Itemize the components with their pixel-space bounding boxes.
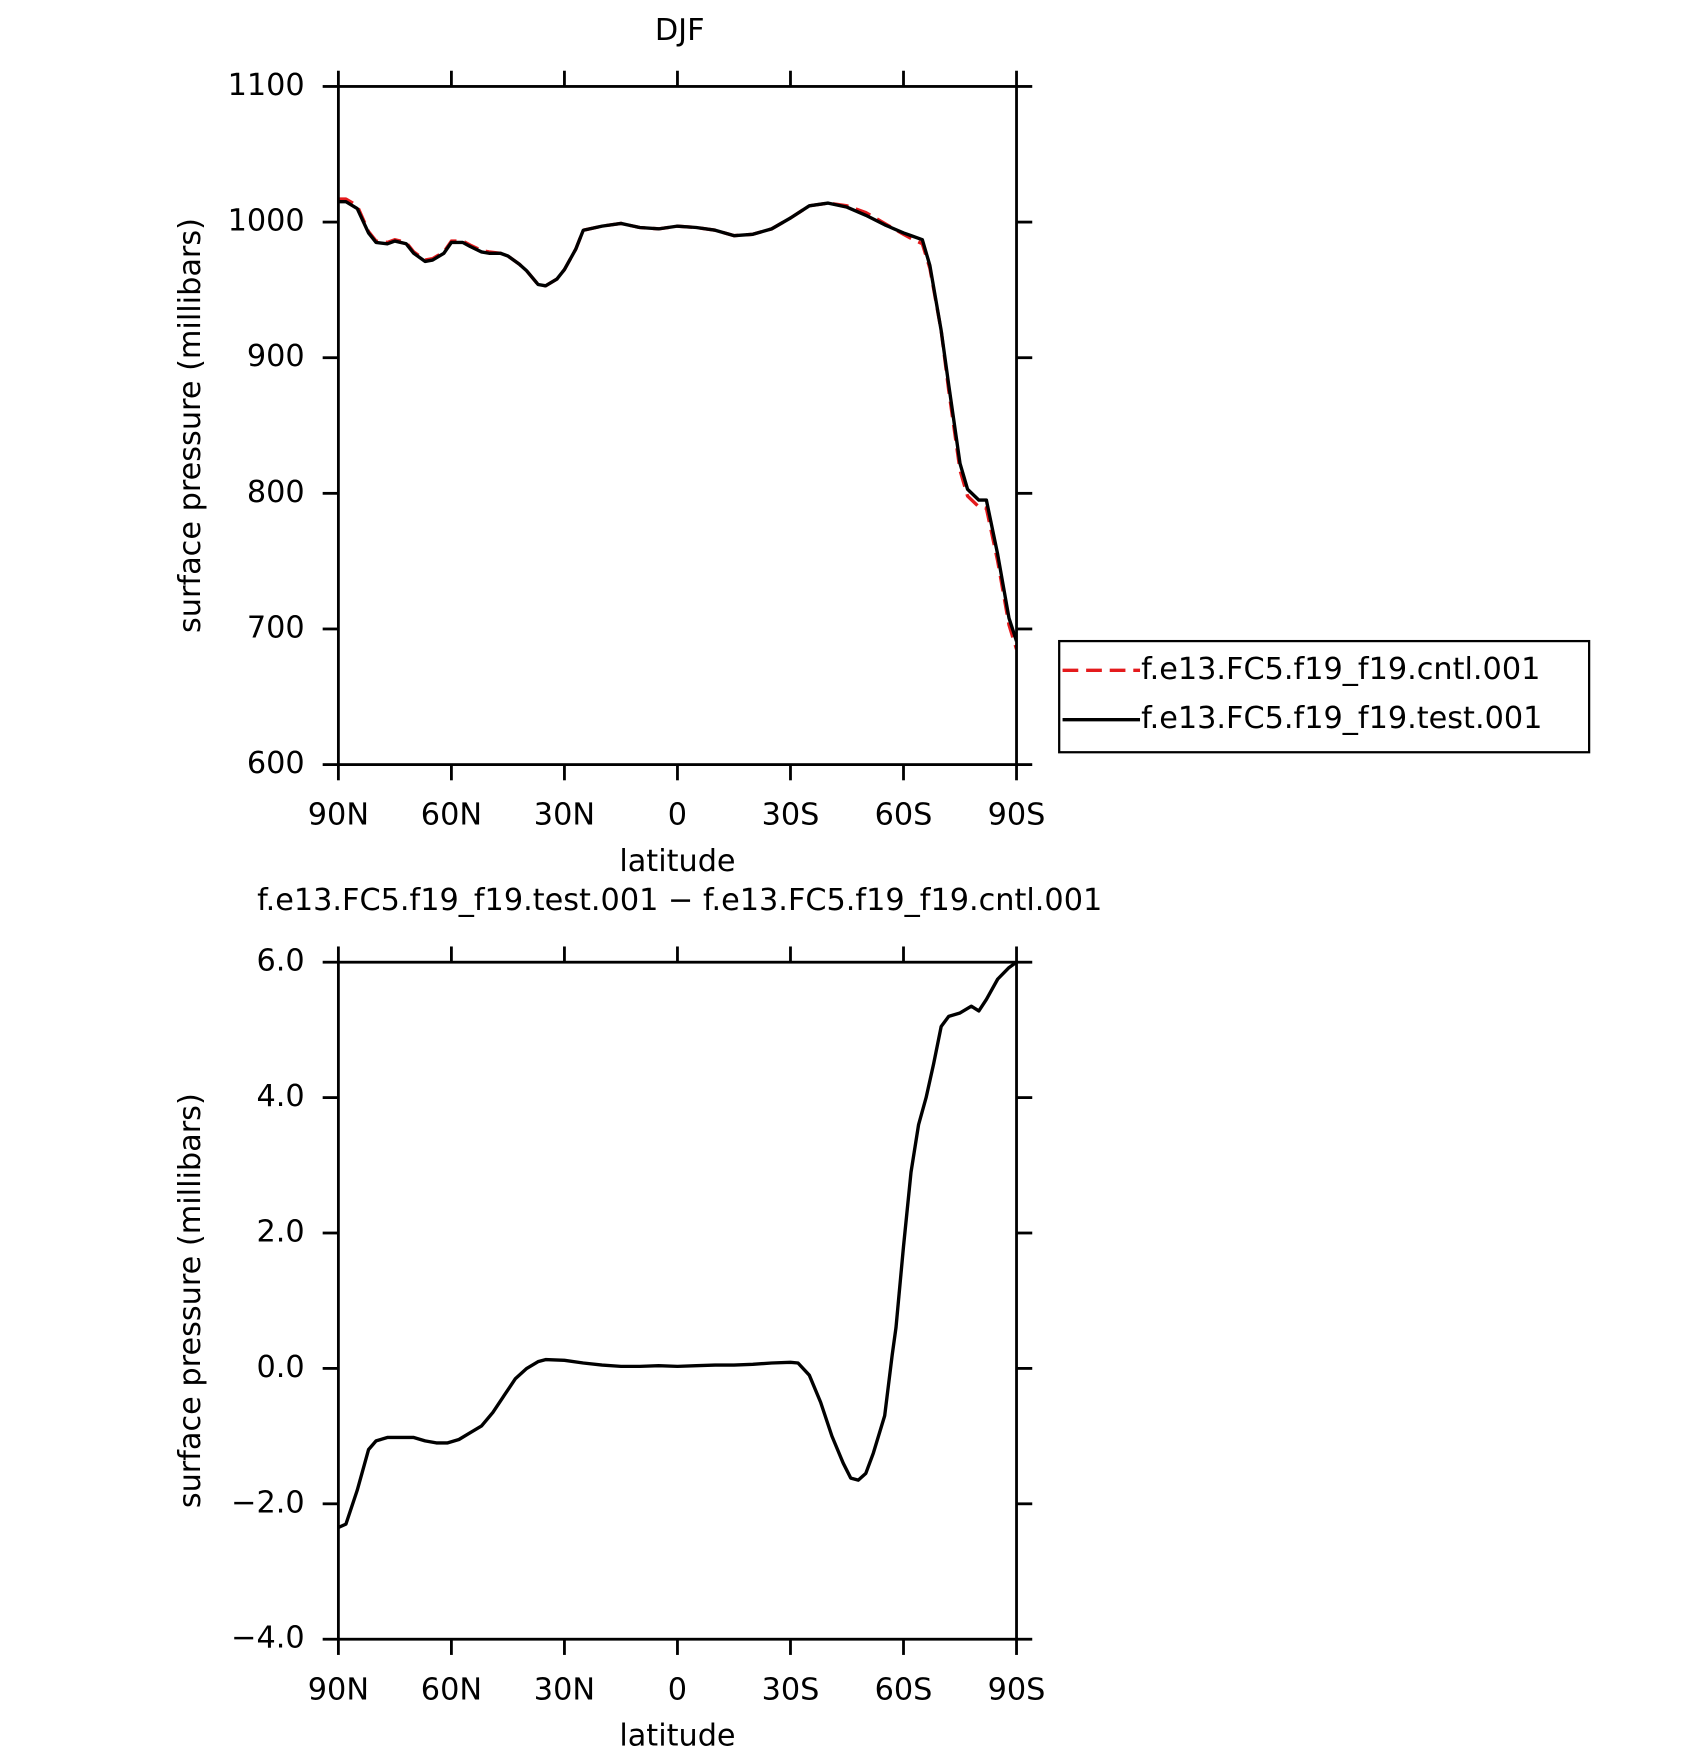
y-tick-label: −4.0 (231, 1621, 305, 1656)
x-tick-label: 0 (668, 1672, 687, 1707)
x-tick-label: 60S (875, 798, 933, 833)
x-tick-label: 60N (421, 1672, 482, 1707)
x-tick-label: 0 (668, 798, 687, 833)
y-tick-label: 700 (247, 610, 305, 645)
y-tick-label: 900 (247, 339, 305, 374)
y-tick-label: 6.0 (257, 944, 305, 979)
legend-box (1058, 639, 1591, 754)
chart-title: DJF (655, 13, 705, 48)
data-line (338, 960, 1017, 1530)
data-line (338, 200, 1017, 642)
chart-title: f.e13.FC5.f19_f19.test.001 − f.e13.FC5.f… (257, 883, 1102, 918)
x-axis-label: latitude (619, 1718, 735, 1747)
y-tick-label: 600 (247, 746, 305, 781)
x-tick-label: 90N (308, 798, 369, 833)
x-tick-label: 90S (988, 1672, 1046, 1707)
y-axis-label: surface pressure (millibars) (173, 1093, 208, 1508)
x-axis-label: latitude (619, 844, 735, 879)
legend-label: f.e13.FC5.f19_f19.test.001 (1141, 701, 1542, 736)
x-tick-label: 30S (762, 798, 820, 833)
plot-frame (336, 85, 1018, 766)
x-tick-label: 60S (875, 1672, 933, 1707)
legend-label: f.e13.FC5.f19_f19.cntl.001 (1141, 652, 1540, 687)
x-tick-label: 90N (308, 1672, 369, 1707)
x-tick-label: 60N (421, 798, 482, 833)
x-tick-label: 30N (534, 798, 595, 833)
y-tick-label: 0.0 (257, 1350, 305, 1385)
y-tick-label: 2.0 (257, 1215, 305, 1250)
plot-frame (336, 960, 1018, 1641)
y-tick-label: 1100 (228, 68, 305, 103)
y-axis-label: surface pressure (millibars) (173, 218, 208, 633)
x-tick-label: 30S (762, 1672, 820, 1707)
y-tick-label: 1000 (228, 204, 305, 239)
y-tick-label: 4.0 (257, 1079, 305, 1114)
x-tick-label: 90S (988, 798, 1046, 833)
y-tick-label: 800 (247, 475, 305, 510)
data-line (338, 197, 1017, 650)
x-tick-label: 30N (534, 1672, 595, 1707)
y-tick-label: −2.0 (231, 1485, 305, 1520)
